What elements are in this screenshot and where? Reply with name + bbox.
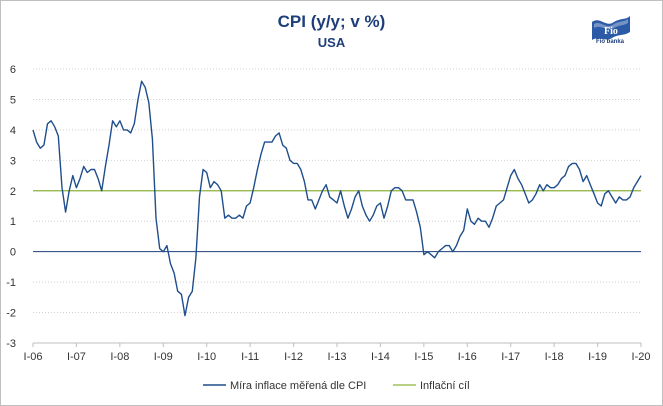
x-tick-label: I-19: [588, 351, 607, 363]
chart-subtitle: USA: [317, 35, 346, 50]
x-tick-label: I-11: [241, 351, 259, 363]
x-tick-label: I-16: [458, 351, 477, 363]
legend-label-cpi: Míra inflace měřená dle CPI: [230, 380, 366, 392]
fio-logo-icon: Fio: [592, 16, 630, 40]
x-tick-label: I-15: [414, 351, 433, 363]
x-tick-label: I-14: [371, 351, 390, 363]
y-axis-ticks: -3 -2 -1 0 1 2 3 4 5 6: [6, 64, 16, 350]
logo-text: Fio banka: [595, 39, 624, 45]
x-tick-label: I-18: [545, 351, 564, 363]
y-tick-label: -3: [6, 338, 16, 350]
x-axis: I-06 I-07 I-08 I-09 I-10 I-11 I-12 I-13 I-14 I-15…: [24, 251, 651, 363]
y-tick-label: 0: [10, 247, 16, 259]
x-tick-label: I-10: [197, 351, 216, 363]
series-group: [32, 80, 642, 317]
logo-mark: Fio: [604, 26, 618, 37]
y-tick-label: 2: [10, 186, 16, 198]
legend-label-target: Inflační cíl: [420, 380, 470, 392]
y-tick-label: 4: [10, 125, 16, 137]
x-tick-label: I-09: [154, 351, 173, 363]
y-tick-label: 6: [10, 64, 16, 76]
y-tick-label: -1: [6, 277, 16, 289]
cpi-series-line: [32, 80, 642, 317]
x-tick-label: I-20: [632, 351, 651, 363]
y-tick-label: 1: [10, 216, 16, 228]
x-tick-label: I-17: [501, 351, 520, 363]
x-tick-label: I-12: [284, 351, 303, 363]
x-tick-label: I-13: [328, 351, 347, 363]
y-tick-label: 3: [10, 155, 16, 167]
y-tick-label: -2: [6, 308, 16, 320]
gridlines: [33, 68, 641, 344]
x-tick-label: I-08: [110, 351, 129, 363]
chart-title: CPI (y/y; v %): [277, 12, 386, 31]
y-tick-label: 5: [10, 94, 16, 106]
x-tick-label: I-06: [24, 351, 43, 363]
legend: Míra inflace měřená dle CPI Inflační cíl: [203, 380, 470, 392]
x-tick-label: I-07: [67, 351, 86, 363]
